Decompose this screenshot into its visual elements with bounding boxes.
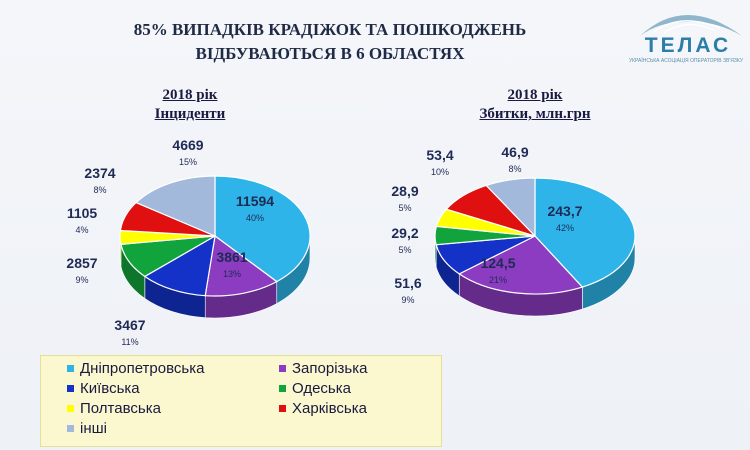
pie-1-value-zapor: 3861: [216, 249, 247, 265]
page-title: 85% ВИПАДКІВ КРАДІЖОК ТА ПОШКОДЖЕНЬ ВІДБ…: [0, 18, 660, 66]
legend-label-dnipro: Дніпропетровська: [80, 360, 205, 377]
pie-1-value-kyiv: 3467: [114, 317, 145, 333]
pie-2-percent-inshi: 8%: [508, 164, 521, 174]
pie-1-value-poltava: 1105: [67, 205, 98, 221]
legend-item-kharkiv: Харківська: [279, 400, 367, 417]
pie-1-percent-kharkiv: 8%: [93, 185, 106, 195]
pie-2-slice-inshi: [485, 177, 536, 238]
pie-1-slice-kyiv: [143, 234, 216, 297]
pie-1-value-inshi: 4669: [172, 137, 203, 153]
pie-1-percent-kyiv: 11%: [121, 337, 138, 347]
legend-swatch-kharkiv: [279, 405, 286, 412]
pie-2-value-dnipro: 243,7: [547, 203, 582, 219]
legend-item-zapor: Запорізька: [279, 360, 367, 377]
legend-swatch-zapor: [279, 365, 286, 372]
page-title-line2: ВІДБУВАЮТЬСЯ В 6 ОБЛАСТЯХ: [195, 44, 465, 63]
legend-item-inshi: інші: [67, 420, 107, 437]
pie-1-slice-zapor: [204, 234, 278, 297]
pie-1-slice-dnipro: [214, 175, 311, 283]
pie-2-value-odesa: 29,2: [391, 225, 418, 241]
legend-item-odesa: Одеська: [279, 380, 351, 397]
chart2-title: 2018 рік: [507, 87, 563, 103]
pie-2-percent-zapor: 21%: [489, 275, 507, 285]
pie-1-value-odesa: 2857: [66, 255, 97, 271]
pie-2-percent-dnipro: 42%: [556, 223, 574, 233]
page-title-line1: 85% ВИПАДКІВ КРАДІЖОК ТА ПОШКОДЖЕНЬ: [133, 20, 527, 39]
legend-label-inshi: інші: [80, 420, 107, 437]
legend-swatch-inshi: [67, 425, 74, 432]
pie-2-value-kharkiv: 53,4: [426, 147, 453, 163]
pie-2-value-inshi: 46,9: [501, 144, 528, 160]
legend-item-dnipro: Дніпропетровська: [67, 360, 204, 377]
chart1-subtitle: Інциденти: [154, 106, 226, 122]
legend: Дніпропетровська Запорізька Київська Одеськ…: [40, 355, 442, 447]
legend-label-kyiv: Київська: [80, 380, 140, 397]
chart2-subtitle: Збитки, млн.грн: [479, 106, 591, 122]
legend-swatch-dnipro: [67, 365, 74, 372]
chart1-title-block: 2018 рік Інциденти: [110, 86, 270, 124]
pie-chart-1: 11594 40% 3861 13% 3467 11% 2857 9% 1105 4% 2374 8%…: [66, 137, 311, 347]
pie-2-slice-zapor: [458, 235, 584, 295]
legend-swatch-odesa: [279, 385, 286, 392]
legend-swatch-kyiv: [67, 385, 74, 392]
pie-2-percent-kyiv: 9%: [401, 295, 414, 305]
pie-1-percent-poltava: 4%: [75, 225, 88, 235]
pie-2-value-zapor: 124,5: [480, 255, 515, 271]
chart1-title: 2018 рік: [162, 87, 218, 103]
telas-logo: [640, 15, 742, 36]
pie-2-value-kyiv: 51,6: [394, 275, 421, 291]
logo-name: ТЕЛАС: [644, 34, 732, 57]
logo-subtitle: УКРАЇНСЬКА АСОЦІАЦІЯ ОПЕРАТОРІВ ЗВ'ЯЗКУ: [628, 58, 744, 64]
pie-chart-2: 243,7 42% 124,5 21% 51,6 9% 29,2 5% 28,9 5% 53,4 10…: [391, 144, 636, 317]
legend-label-zapor: Запорізька: [292, 360, 368, 377]
chart2-title-block: 2018 рік Збитки, млн.грн: [440, 86, 630, 124]
pie-1-sides: [119, 235, 311, 319]
pie-1-value-kharkiv: 2374: [84, 165, 115, 181]
legend-item-poltava: Полтавська: [67, 400, 161, 417]
pie-1-percent-dnipro: 40%: [246, 213, 264, 223]
pie-1-percent-odesa: 9%: [75, 275, 88, 285]
legend-label-odesa: Одеська: [292, 380, 351, 397]
pie-1-slice-inshi: [135, 175, 216, 237]
pie-2-percent-odesa: 5%: [398, 245, 411, 255]
pie-2-percent-poltava: 5%: [398, 203, 411, 213]
legend-swatch-poltava: [67, 405, 74, 412]
pie-2-percent-kharkiv: 10%: [431, 167, 449, 177]
pie-1-value-dnipro: 11594: [236, 193, 274, 209]
logo-arc-icon: [640, 15, 742, 36]
pie-1-percent-inshi: 15%: [179, 157, 197, 167]
pie-2-value-poltava: 28,9: [391, 183, 418, 199]
pie-2-slice-dnipro: [534, 177, 636, 288]
pie-1-percent-zapor: 13%: [223, 269, 241, 279]
legend-label-poltava: Полтавська: [80, 400, 161, 417]
legend-label-kharkiv: Харківська: [292, 400, 367, 417]
legend-item-kyiv: Київська: [67, 380, 140, 397]
